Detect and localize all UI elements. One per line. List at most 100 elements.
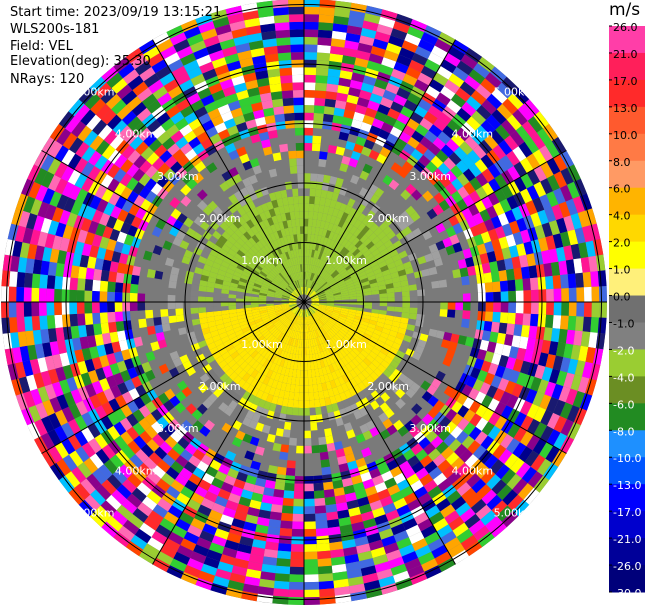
velocity-gate <box>296 362 301 371</box>
velocity-gate <box>460 534 478 550</box>
velocity-gate <box>236 357 246 367</box>
velocity-gate <box>403 492 418 505</box>
velocity-gate <box>245 410 255 420</box>
velocity-gate <box>341 357 349 366</box>
velocity-gate <box>321 382 328 391</box>
velocity-gate <box>278 314 286 320</box>
velocity-gate <box>346 352 355 361</box>
velocity-gate <box>269 362 277 372</box>
velocity-gate <box>297 316 301 324</box>
velocity-gate <box>353 335 362 343</box>
velocity-gate <box>378 313 387 320</box>
velocity-gate <box>224 450 237 462</box>
velocity-gate <box>313 391 320 400</box>
velocity-gate <box>312 314 318 322</box>
velocity-gate <box>390 466 403 478</box>
velocity-gate <box>463 409 476 423</box>
velocity-gate <box>281 317 288 324</box>
velocity-gate <box>139 549 157 565</box>
velocity-gate <box>470 499 487 514</box>
velocity-gate <box>351 337 360 345</box>
velocity-gate <box>253 342 262 351</box>
velocity-gate <box>84 358 96 373</box>
velocity-gate <box>435 330 445 340</box>
velocity-gate <box>408 425 421 438</box>
velocity-gate <box>394 306 403 313</box>
velocity-gate <box>339 328 347 336</box>
velocity-gate <box>502 489 518 506</box>
velocity-gate <box>360 320 369 327</box>
velocity-gate <box>230 485 244 497</box>
velocity-gate <box>126 400 139 414</box>
velocity-gate <box>272 338 280 347</box>
velocity-gate <box>296 445 304 454</box>
velocity-gate <box>186 558 204 571</box>
velocity-gate <box>347 313 356 319</box>
velocity-gate <box>330 327 338 335</box>
velocity-gate <box>291 306 298 311</box>
velocity-gate <box>255 524 269 534</box>
velocity-gate <box>552 355 564 371</box>
velocity-gate <box>198 570 215 583</box>
velocity-gate <box>231 518 246 529</box>
velocity-gate <box>390 325 400 333</box>
velocity-gate <box>150 421 164 434</box>
colorbar-tick-label: -10.0 <box>613 452 641 465</box>
velocity-gate <box>268 402 277 412</box>
velocity-gate <box>397 425 409 437</box>
velocity-gate <box>282 497 294 507</box>
velocity-gate <box>486 341 497 353</box>
velocity-gate <box>246 384 255 394</box>
velocity-gate <box>345 561 361 572</box>
velocity-gate <box>194 329 204 338</box>
velocity-gate <box>386 310 395 317</box>
velocity-gate <box>107 474 122 490</box>
velocity-gate <box>360 349 369 358</box>
velocity-gate <box>550 328 561 343</box>
velocity-gate <box>280 444 289 453</box>
velocity-gate <box>170 460 184 474</box>
velocity-gate <box>407 565 425 578</box>
velocity-gate <box>319 451 329 461</box>
velocity-gate <box>34 436 49 454</box>
velocity-gate <box>290 330 295 338</box>
velocity-gate <box>340 309 349 314</box>
velocity-gate <box>309 399 316 408</box>
velocity-gate <box>344 553 360 564</box>
velocity-gate <box>388 373 399 384</box>
velocity-gate <box>121 478 137 494</box>
velocity-gate <box>288 321 294 329</box>
velocity-gate <box>395 388 406 399</box>
velocity-gate <box>417 518 433 532</box>
velocity-gate <box>288 368 294 377</box>
velocity-gate <box>396 479 411 491</box>
velocity-gate <box>86 473 102 490</box>
velocity-gate <box>333 487 345 497</box>
velocity-gate <box>335 361 342 370</box>
velocity-gate <box>243 482 255 493</box>
velocity-gate <box>533 475 550 493</box>
velocity-gate <box>280 316 288 323</box>
velocity-gate <box>138 417 151 431</box>
velocity-gate <box>328 533 342 544</box>
velocity-gate <box>125 541 144 557</box>
velocity-gate <box>506 323 515 336</box>
velocity-gate <box>464 454 479 468</box>
velocity-gate <box>329 379 337 389</box>
velocity-gate <box>387 484 401 496</box>
velocity-gate <box>347 311 356 316</box>
velocity-gate <box>274 321 282 328</box>
velocity-gate <box>290 551 304 560</box>
velocity-gate <box>403 449 416 461</box>
velocity-gate <box>537 314 547 328</box>
velocity-gate <box>183 565 201 578</box>
velocity-gate <box>116 484 132 499</box>
velocity-gate <box>353 375 362 385</box>
velocity-gate <box>523 374 535 389</box>
velocity-gate <box>289 566 304 575</box>
velocity-gate <box>265 322 274 329</box>
velocity-gate <box>242 433 253 444</box>
velocity-gate <box>356 307 365 312</box>
velocity-gate <box>333 306 342 310</box>
velocity-gate <box>382 418 393 430</box>
